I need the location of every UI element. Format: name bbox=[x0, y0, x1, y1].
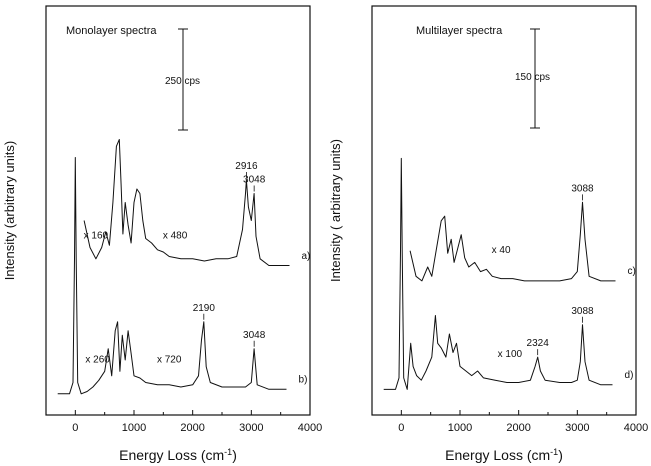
plot-frame-right bbox=[371, 5, 637, 416]
peak-label: 3088 bbox=[571, 183, 594, 194]
x-tick-label: 4000 bbox=[298, 422, 322, 434]
y-axis-label: Intensity ( arbitrary units) bbox=[328, 139, 343, 282]
peak-label: 2190 bbox=[193, 303, 216, 314]
spectrum-b bbox=[57, 157, 287, 395]
multiplier-label: x 720 bbox=[157, 354, 182, 365]
peak-label: 2324 bbox=[527, 338, 550, 349]
multiplier-label: x 40 bbox=[492, 245, 511, 256]
x-axis-label: Energy Loss (cm-1) bbox=[119, 447, 237, 463]
x-axis-label: Energy Loss (cm-1) bbox=[445, 447, 563, 463]
multiplier-label: x 160 bbox=[84, 231, 109, 242]
y-axis-label: Intensity (arbitrary units) bbox=[2, 141, 17, 280]
x-tick-label: 3000 bbox=[239, 422, 263, 434]
panel-title: Multilayer spectra bbox=[416, 25, 503, 37]
scale-bar-label: 150 cps bbox=[515, 72, 550, 83]
panel-title: Monolayer spectra bbox=[66, 25, 157, 37]
series-tag-c: c) bbox=[627, 266, 635, 277]
spectrum-a bbox=[83, 139, 290, 266]
x-tick-label: 1000 bbox=[448, 422, 472, 434]
multiplier-label: x 260 bbox=[85, 354, 110, 365]
series-tag-d: d) bbox=[625, 370, 634, 381]
x-tick-label: 4000 bbox=[624, 422, 648, 434]
x-tick-label: 0 bbox=[398, 422, 404, 434]
x-tick-label: 2000 bbox=[506, 422, 530, 434]
peak-label: 3048 bbox=[243, 330, 266, 341]
x-tick-label: 1000 bbox=[122, 422, 146, 434]
x-tick-label: 2000 bbox=[180, 422, 204, 434]
peak-label: 3048 bbox=[243, 175, 266, 186]
x-tick-label: 0 bbox=[72, 422, 78, 434]
series-tag-a: a) bbox=[301, 251, 310, 262]
spectrum-d bbox=[383, 157, 613, 390]
multiplier-label: x 100 bbox=[498, 349, 523, 360]
spectrum-c bbox=[409, 201, 616, 282]
peak-label: 2916 bbox=[235, 161, 258, 172]
multiplier-label: x 480 bbox=[163, 231, 188, 242]
series-tag-b: b) bbox=[299, 375, 308, 386]
scale-bar-label: 250 cps bbox=[165, 76, 200, 87]
plot-frame-left bbox=[45, 5, 311, 416]
peak-label: 3088 bbox=[571, 306, 594, 317]
x-tick-label: 3000 bbox=[565, 422, 589, 434]
